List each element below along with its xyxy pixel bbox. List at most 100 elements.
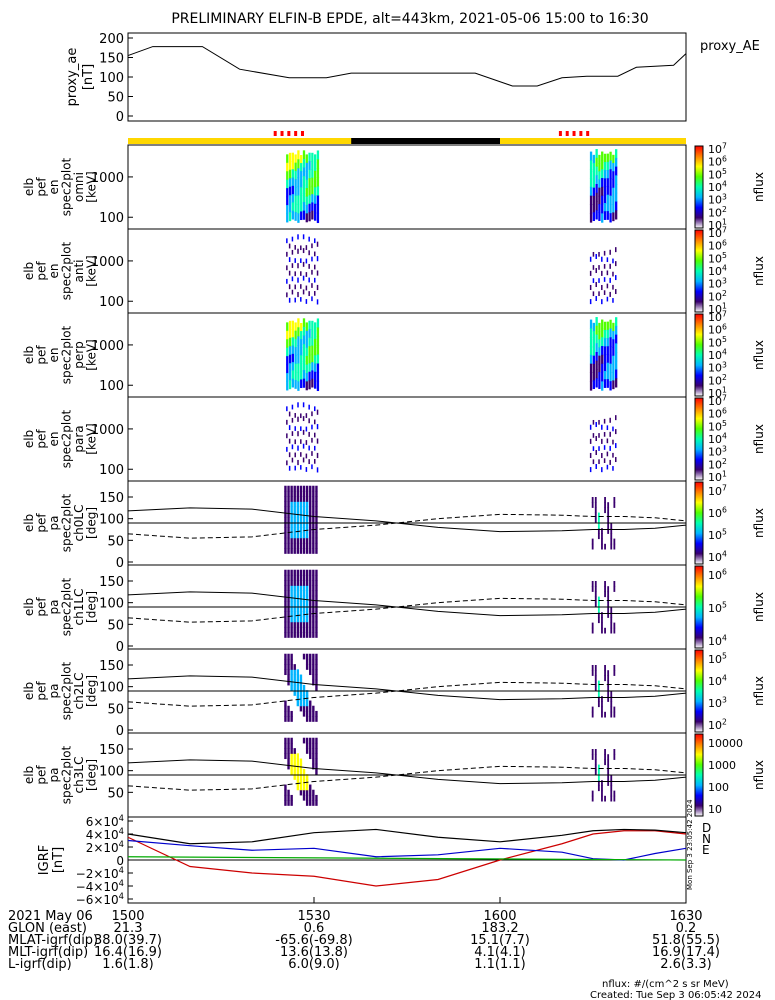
- pitch-angle-cell: [312, 506, 315, 513]
- spectrogram-cell: [615, 201, 618, 211]
- pitch-angle-cell: [287, 664, 290, 670]
- pitch-angle-cell: [293, 616, 296, 623]
- panel-frame-anti: [127, 228, 687, 314]
- ytick-label: 100: [99, 71, 124, 86]
- pitch-angle-cell: [302, 506, 306, 513]
- pitch-angle-cell: [597, 780, 600, 786]
- spectrogram-cell: [300, 347, 303, 356]
- spectrogram-cell: [609, 354, 612, 365]
- spectrogram-cell: [286, 238, 288, 244]
- spectrogram-cell: [601, 169, 604, 179]
- pitch-angle-cell: [299, 674, 303, 681]
- spectrogram-cell: [288, 346, 292, 356]
- spectrogram-cell: [314, 371, 317, 381]
- pitch-angle-cell: [594, 601, 597, 608]
- colorbar-tick-label: 101: [708, 386, 727, 400]
- pitch-angle-cell: [607, 591, 610, 598]
- spectrogram-cell: [316, 159, 320, 169]
- spectrogram-cell: [311, 210, 314, 220]
- pitch-angle-cell: [594, 581, 597, 587]
- pitch-angle-cell: [309, 794, 312, 801]
- spectrogram-cell: [311, 296, 313, 302]
- spectrogram-cell: [601, 284, 603, 291]
- spectrogram-cell: [302, 193, 306, 203]
- spectrogram-cell: [311, 345, 314, 355]
- spectrogram-cell: [601, 151, 604, 161]
- spectrogram-cell: [294, 271, 296, 277]
- pitch-angle-cell: [594, 680, 597, 687]
- spectrogram-cell: [603, 250, 606, 256]
- spectrogram-cell: [589, 346, 593, 356]
- pitch-angle-cell: [309, 800, 312, 806]
- spectrogram-cell: [314, 347, 317, 356]
- pitch-angle-cell: [296, 616, 300, 623]
- pitch-angle-cell: [604, 507, 606, 514]
- spectrogram-cell: [316, 409, 319, 415]
- spectrogram-cell: [316, 284, 319, 291]
- pitch-angle-cell: [302, 774, 306, 780]
- spectrogram-cell: [316, 177, 320, 187]
- spectrogram-cell: [308, 212, 311, 222]
- spectrogram-cell: [615, 184, 618, 194]
- spectrogram-cell: [314, 195, 317, 205]
- spectrogram-cell: [603, 290, 606, 295]
- colorbar-tick-label: 105: [708, 251, 727, 265]
- spectrogram-cell: [305, 179, 308, 189]
- pitch-angle-cell: [296, 590, 300, 597]
- pitch-angle-cell: [610, 617, 613, 624]
- pitch-angle-cell: [601, 696, 603, 702]
- pitch-angle-cell: [312, 710, 315, 717]
- pitch-angle-cell: [284, 496, 287, 502]
- pitch-angle-cell: [591, 538, 594, 545]
- pitch-angle-cell: [312, 664, 315, 670]
- spectrogram-cell: [612, 439, 614, 445]
- spectrogram-cell: [603, 338, 607, 347]
- spectrogram-cell: [612, 466, 614, 471]
- science-zone-mark: [287, 131, 291, 136]
- pitch-angle-cell: [312, 542, 315, 549]
- ylabel-line: [deg]: [85, 507, 99, 539]
- ylabel-line: spec2plot: [60, 409, 74, 468]
- pitch-angle-cell: [296, 527, 300, 534]
- spectrogram-cell: [589, 299, 592, 305]
- pitch-angle-cell: [284, 658, 287, 665]
- pitch-angle-cell: [290, 679, 293, 686]
- pitch-angle-cell: [305, 485, 309, 492]
- colorbar-label: nflux: [752, 424, 766, 454]
- ylabel-line: perp: [72, 341, 86, 369]
- spectrogram-cell: [297, 445, 299, 451]
- spectrogram-cell: [598, 154, 601, 164]
- spectrogram-cell: [615, 360, 618, 371]
- spectrogram-cell: [288, 411, 291, 417]
- pitch-angle-cell: [299, 590, 303, 597]
- spectrogram-cell: [305, 285, 308, 291]
- colorbar-ch2LC: [694, 649, 704, 733]
- spectrogram-cell: [615, 175, 618, 185]
- spectrogram-cell: [294, 245, 296, 250]
- pitch-angle-cell: [296, 600, 300, 607]
- ephem-value: 1530: [297, 909, 330, 924]
- spectrogram-cell: [291, 263, 294, 268]
- spectrogram-cell: [311, 169, 314, 179]
- spectrogram-cell: [606, 370, 609, 380]
- pitch-angle-cell: [293, 626, 296, 633]
- spectrogram-cell: [316, 195, 320, 206]
- spectrogram-cell: [305, 381, 308, 391]
- igrf-d-line: [127, 830, 687, 887]
- spectrogram-cell: [297, 234, 299, 240]
- spectrogram-cell: [300, 439, 302, 444]
- colorbar-tick-label: 105: [708, 167, 727, 181]
- spectrogram-cell: [300, 245, 302, 251]
- pitch-angle-cell: [315, 490, 318, 497]
- pitch-angle-cell: [290, 658, 293, 665]
- spectrogram-cell: [308, 320, 311, 330]
- pitch-angle-cell: [309, 658, 312, 665]
- pitch-angle-cell: [601, 528, 603, 534]
- spectrogram-cell: [609, 417, 611, 423]
- spectrogram-cell: [311, 353, 314, 363]
- pitch-angle-cell: [287, 580, 290, 586]
- pitch-angle-cell: [594, 670, 597, 676]
- pitch-angle-cell: [305, 742, 309, 749]
- ylabel-line: pef: [35, 429, 49, 449]
- science-zone-mark: [273, 131, 277, 136]
